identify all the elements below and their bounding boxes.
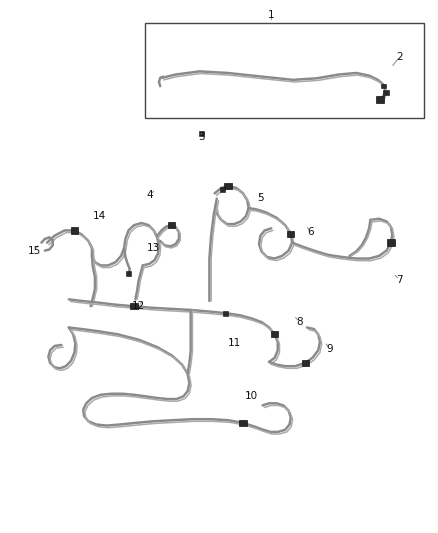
Bar (126, 271, 131, 276)
Text: 13: 13 (147, 243, 160, 253)
Bar (168, 222, 175, 228)
Text: 10: 10 (245, 391, 258, 401)
Text: 5: 5 (257, 192, 264, 203)
Bar (302, 360, 309, 366)
Bar (219, 187, 225, 192)
Bar (130, 303, 138, 310)
Text: 7: 7 (396, 274, 403, 285)
Text: 12: 12 (132, 301, 145, 311)
Text: 1: 1 (268, 10, 275, 20)
Bar (71, 227, 78, 233)
Text: 9: 9 (327, 344, 333, 354)
Bar (387, 239, 395, 246)
Bar (145, 22, 424, 118)
Bar (199, 131, 205, 136)
Bar (223, 311, 228, 316)
Text: 4: 4 (146, 190, 153, 200)
Text: 11: 11 (228, 338, 241, 349)
Bar (383, 90, 389, 95)
Bar (376, 96, 385, 103)
Text: 15: 15 (28, 246, 41, 256)
Bar (287, 231, 294, 237)
Text: 14: 14 (93, 211, 106, 221)
Bar (224, 183, 232, 189)
Text: 8: 8 (296, 317, 303, 327)
Bar (381, 84, 386, 88)
Bar (239, 419, 247, 426)
Bar (271, 332, 278, 337)
Text: 3: 3 (198, 132, 205, 142)
Text: 6: 6 (307, 227, 314, 237)
Text: 2: 2 (396, 52, 403, 62)
